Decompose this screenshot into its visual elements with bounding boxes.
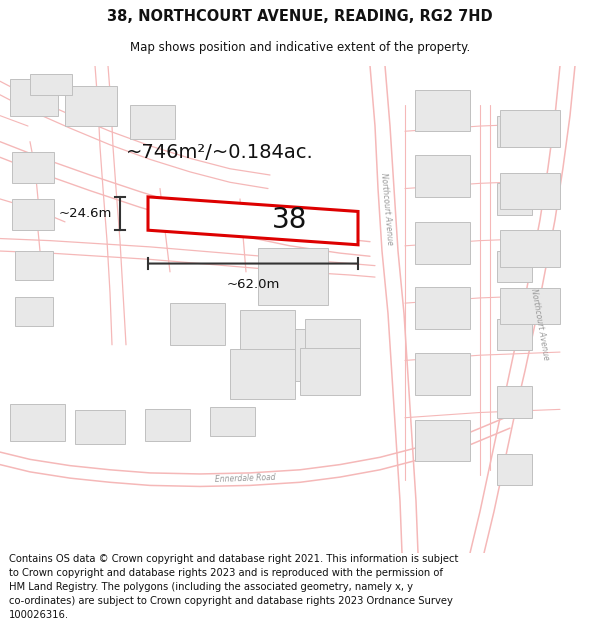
Bar: [10, 79, 58, 116]
Bar: [500, 230, 560, 267]
Bar: [500, 173, 560, 209]
Bar: [170, 303, 225, 345]
Bar: [497, 116, 532, 147]
Text: Northcourt Avenue: Northcourt Avenue: [379, 173, 395, 246]
Bar: [258, 248, 328, 305]
Text: 38: 38: [272, 206, 308, 234]
Bar: [15, 251, 53, 280]
Bar: [500, 288, 560, 324]
Text: Northcourt Avenue: Northcourt Avenue: [529, 288, 551, 361]
Polygon shape: [148, 197, 358, 245]
Bar: [210, 408, 255, 436]
Text: co-ordinates) are subject to Crown copyright and database rights 2023 Ordnance S: co-ordinates) are subject to Crown copyr…: [9, 596, 453, 606]
Bar: [305, 319, 360, 355]
Text: to Crown copyright and database rights 2023 and is reproduced with the permissio: to Crown copyright and database rights 2…: [9, 568, 443, 578]
Bar: [65, 86, 117, 126]
Text: ~746m²/~0.184ac.: ~746m²/~0.184ac.: [126, 142, 314, 162]
Bar: [10, 404, 65, 441]
Text: HM Land Registry. The polygons (including the associated geometry, namely x, y: HM Land Registry. The polygons (includin…: [9, 582, 413, 592]
Text: Map shows position and indicative extent of the property.: Map shows position and indicative extent…: [130, 41, 470, 54]
Bar: [497, 454, 532, 486]
Bar: [258, 329, 323, 381]
Bar: [12, 199, 54, 230]
Bar: [145, 409, 190, 441]
Bar: [497, 251, 532, 282]
Bar: [230, 349, 295, 399]
Text: ~24.6m: ~24.6m: [59, 207, 112, 220]
Text: Ennerdale Road: Ennerdale Road: [215, 472, 275, 484]
Text: ~62.0m: ~62.0m: [226, 278, 280, 291]
Bar: [75, 411, 125, 444]
Bar: [415, 420, 470, 461]
Bar: [15, 297, 53, 326]
Bar: [415, 288, 470, 329]
Bar: [130, 105, 175, 139]
Text: 38, NORTHCOURT AVENUE, READING, RG2 7HD: 38, NORTHCOURT AVENUE, READING, RG2 7HD: [107, 9, 493, 24]
Bar: [12, 152, 54, 183]
Bar: [497, 319, 532, 350]
Bar: [415, 222, 470, 264]
Bar: [415, 353, 470, 395]
Text: Contains OS data © Crown copyright and database right 2021. This information is : Contains OS data © Crown copyright and d…: [9, 554, 458, 564]
Bar: [500, 111, 560, 147]
Bar: [415, 155, 470, 197]
Bar: [30, 74, 72, 95]
Bar: [300, 348, 360, 395]
Bar: [415, 89, 470, 131]
Bar: [497, 183, 532, 214]
Text: 100026316.: 100026316.: [9, 610, 69, 620]
Bar: [497, 386, 532, 418]
Bar: [240, 311, 295, 350]
